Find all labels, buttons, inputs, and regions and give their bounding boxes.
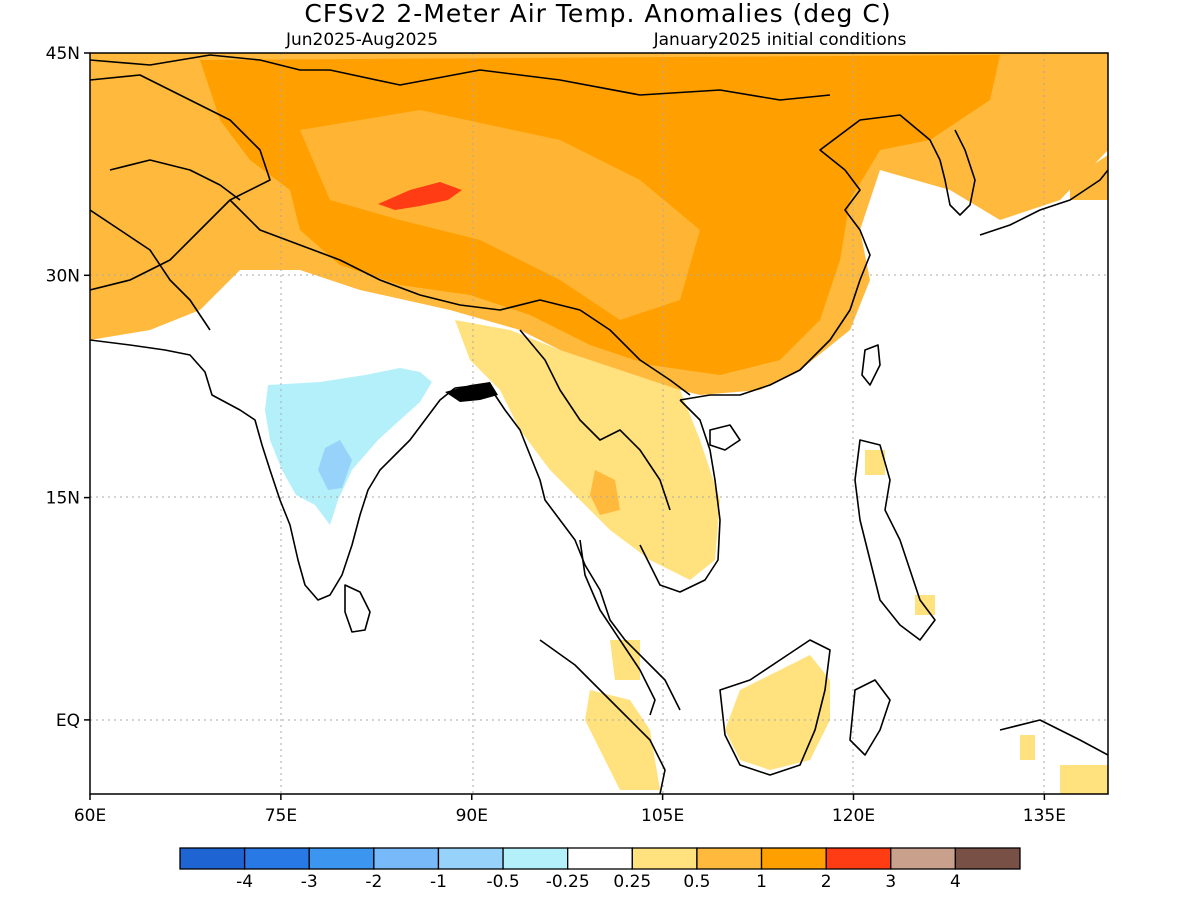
colorbar-label: -3 (301, 872, 318, 892)
y-tick-label: 15N (46, 489, 80, 509)
border-russia (90, 54, 330, 71)
colorbar-legend: -4 -3 -2 -1 -0.5 -0.25 0.25 0.5 1 2 3 4 (179, 847, 1021, 892)
longitude-axis: 60E 75E 90E 105E 120E 135E (74, 794, 1066, 826)
colorbar-label: -1 (430, 872, 447, 892)
colorbar-label: -4 (236, 872, 253, 892)
anomaly-area-sumatra-north (610, 640, 640, 680)
colorbar-swatch (502, 847, 569, 870)
anomaly-area-plus05-band (300, 110, 700, 320)
anomaly-area-sulawesi (1020, 735, 1035, 760)
x-tick-label: 120E (832, 806, 875, 826)
colorbar-swatch (243, 847, 310, 870)
colorbar-label: 0.25 (613, 872, 651, 892)
colorbar-label: -0.25 (546, 872, 590, 892)
border-himalaya (229, 199, 581, 311)
colorbar-label: 3 (885, 872, 896, 892)
coast-ganges-delta (445, 382, 498, 402)
coast-korea (939, 129, 976, 216)
coast-new-guinea (999, 719, 1108, 756)
map-panel (90, 53, 1108, 794)
x-tick-label: 90E (456, 806, 488, 826)
colorbar-swatch (760, 847, 827, 870)
border-china-south (579, 309, 691, 396)
x-tick-label: 105E (641, 806, 684, 826)
anomaly-area-sumatra (585, 690, 660, 790)
colorbar-swatch (890, 847, 957, 870)
colorbar-label: -0.5 (486, 872, 519, 892)
anomaly-area-new-guinea (1060, 765, 1108, 794)
colorbar-label: 1 (756, 872, 767, 892)
y-tick-label: 45N (46, 44, 80, 64)
coast-hainan (709, 424, 741, 451)
colorbar-swatch (825, 847, 892, 870)
border-afghanistan (109, 159, 241, 201)
anomaly-area-japan (1070, 155, 1108, 200)
map-subtitle-period: Jun2025-Aug2025 (285, 30, 438, 50)
border-central-asia (90, 74, 271, 291)
coast-taiwan (861, 344, 881, 386)
border-mongolia (329, 69, 831, 101)
anomaly-area-mindanao (915, 595, 935, 615)
border-pakistan (90, 209, 211, 331)
colorbar-label: 2 (821, 872, 832, 892)
border-indochina-inner (519, 329, 671, 511)
colorbar-label: 4 (950, 872, 961, 892)
anomaly-area-india-minus025 (265, 368, 432, 525)
coast-sulawesi (849, 679, 891, 756)
graticule (90, 53, 1108, 794)
coast-vietnam (639, 399, 721, 593)
colorbar-swatch (308, 847, 375, 870)
coast-china (679, 114, 941, 401)
latitude-axis: 45N 30N 15N EQ (46, 44, 90, 731)
colorbar-swatch (179, 847, 246, 870)
x-tick-label: 75E (265, 806, 297, 826)
colorbar-swatch (954, 847, 1021, 870)
y-tick-label: EQ (56, 711, 80, 731)
colorbar-label: -2 (365, 872, 382, 892)
x-tick-label: 135E (1023, 806, 1066, 826)
colorbar-swatch (696, 847, 763, 870)
colorbar-swatch (567, 847, 633, 870)
x-tick-label: 60E (74, 806, 106, 826)
coast-malay-peninsula (579, 539, 656, 716)
y-tick-label: 30N (46, 266, 80, 286)
coast-borneo (719, 639, 831, 776)
map-frame (89, 52, 1109, 795)
colorbar-label: 0.5 (683, 872, 710, 892)
colorbar-swatch (373, 847, 440, 870)
colorbar-swatch (437, 847, 504, 870)
anomaly-area-india-minus05 (318, 440, 352, 490)
map-title: CFSv2 2-Meter Air Temp. Anomalies (deg C… (304, 0, 891, 28)
coast-myanmar-indochina (454, 384, 681, 711)
coastlines (90, 54, 1108, 794)
colorbar-swatch (631, 847, 698, 870)
anomaly-area-indochina (455, 320, 720, 580)
anomaly-area-plus3-hotspot (378, 182, 462, 210)
coast-india (90, 339, 456, 601)
anomaly-area-thailand-orange (590, 470, 620, 515)
coast-japan (979, 169, 1108, 236)
coast-sri-lanka (344, 584, 371, 633)
anomaly-area-borneo (725, 655, 830, 770)
anomaly-area-philippines (865, 450, 885, 475)
coast-sumatra (539, 639, 666, 794)
coast-philippines (854, 439, 936, 641)
map-subtitle-initial-conditions: January2025 initial conditions (653, 30, 907, 50)
